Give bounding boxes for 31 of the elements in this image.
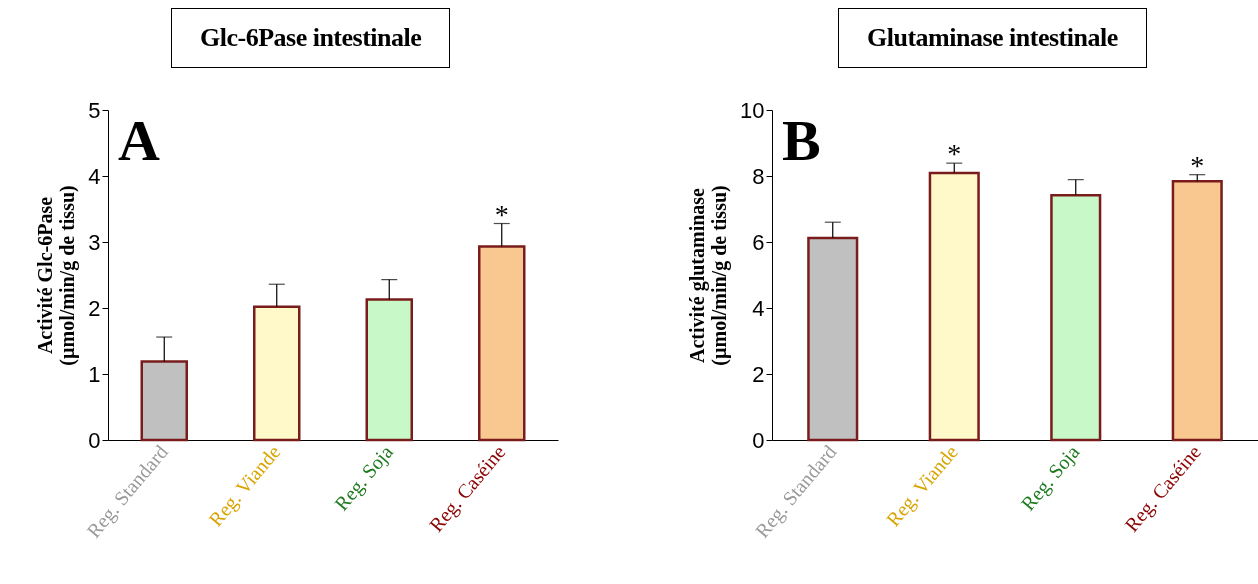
y-tick-label: 0 — [88, 427, 101, 453]
y-tick-label: 2 — [752, 361, 765, 387]
annotation: * — [1190, 149, 1205, 181]
annotation: * — [947, 138, 962, 170]
bar — [807, 236, 859, 442]
y-axis-title: Activité Glc-6Pase (µmol/min/g de tissu) — [34, 185, 80, 366]
y-tick-label: 4 — [752, 295, 765, 321]
y-tick-label: 4 — [88, 163, 101, 189]
bar — [1050, 193, 1102, 442]
chart-title: Glutaminase intestinale — [838, 8, 1147, 68]
y-tick-label: 8 — [752, 163, 765, 189]
bar — [478, 245, 526, 442]
y-tick-label: 0 — [752, 427, 765, 453]
y-tick-label: 3 — [88, 229, 101, 255]
annotation: A — [118, 108, 160, 173]
y-tick-label: 6 — [752, 229, 765, 255]
y-tick-label: 5 — [88, 97, 101, 123]
y-tick-label: 2 — [88, 295, 101, 321]
x-tick-label: Reg. Soja — [1016, 440, 1085, 516]
chart-title: Glc-6Pase intestinale — [171, 8, 451, 68]
annotation: B — [782, 108, 821, 173]
bar — [1171, 180, 1223, 442]
bar — [928, 171, 980, 442]
x-tick-label: Reg. Soja — [330, 440, 398, 516]
y-tick-label: 1 — [88, 361, 101, 387]
annotation: * — [494, 198, 509, 230]
y-tick-label: 10 — [740, 97, 765, 123]
y-axis-title: Activité glutaminase (µmol/min/g de tissu) — [686, 185, 732, 366]
bar — [253, 305, 301, 442]
bar — [365, 298, 413, 442]
bar — [140, 360, 188, 442]
